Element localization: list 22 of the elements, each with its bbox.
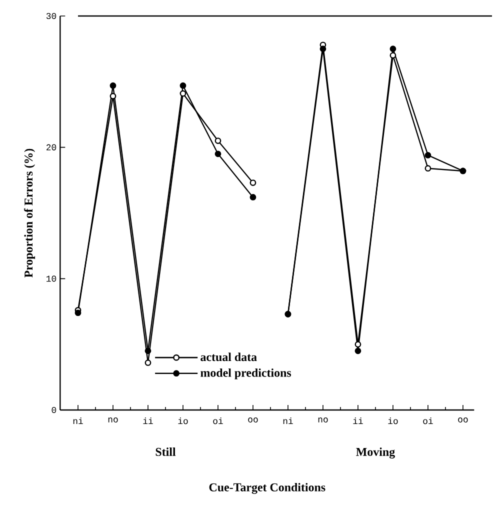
legend-label: actual data — [200, 352, 257, 362]
x-tick-label: oo — [458, 418, 468, 422]
x-tick-label: io — [388, 418, 398, 424]
y-tick-label: 0 — [52, 406, 56, 414]
text: Still — [156, 448, 176, 456]
x-tick-label: oi — [213, 418, 223, 424]
x-tick-label: no — [318, 418, 328, 422]
x-tick-label: oi — [423, 418, 433, 424]
x-tick-label: ni — [283, 418, 293, 424]
x-tick-label: ii — [143, 418, 153, 424]
x-tick-label: no — [108, 418, 118, 422]
x-axis-title: Cue-Target Conditions — [209, 482, 326, 494]
x-tick-label: oo — [248, 418, 258, 422]
x-tick-label: ni — [73, 418, 83, 424]
y-axis-title: Proportion of Errors (%) — [24, 148, 36, 278]
text: Moving — [356, 448, 395, 458]
y-tick-label: 30 — [46, 12, 56, 20]
y-tick-label: 10 — [46, 276, 56, 282]
x-tick-label: ii — [353, 418, 363, 424]
y-tick-label: 20 — [46, 144, 56, 150]
x-tick-label: io — [178, 418, 188, 424]
legend-label: model predictions — [200, 368, 292, 380]
